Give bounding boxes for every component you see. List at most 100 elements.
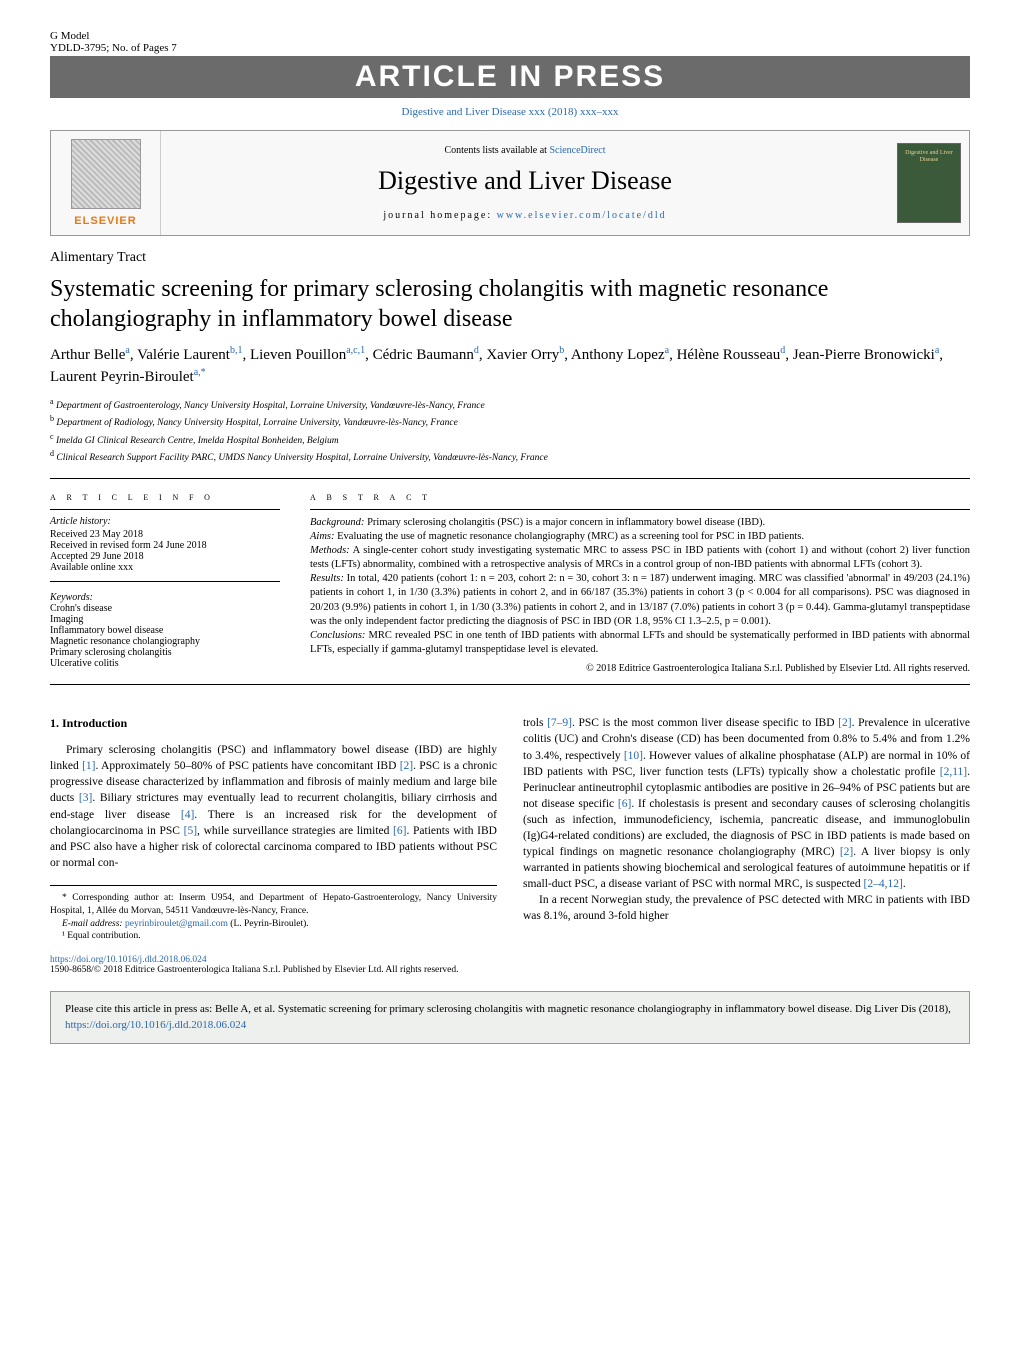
affiliation-line: c Imelda GI Clinical Research Centre, Im… bbox=[50, 431, 970, 448]
abstract-background: Background: Primary sclerosing cholangit… bbox=[310, 516, 970, 530]
abstract-divider bbox=[310, 509, 970, 510]
affiliations-list: a Department of Gastroenterology, Nancy … bbox=[50, 396, 970, 466]
sciencedirect-link[interactable]: ScienceDirect bbox=[549, 145, 605, 156]
aims-text: Evaluating the use of magnetic resonance… bbox=[335, 531, 804, 542]
intro-paragraph: Primary sclerosing cholangitis (PSC) and… bbox=[50, 742, 497, 871]
abstract-aims: Aims: Evaluating the use of magnetic res… bbox=[310, 530, 970, 544]
equal-contribution-note: ¹ Equal contribution. bbox=[50, 930, 497, 943]
elsevier-wordmark: ELSEVIER bbox=[74, 215, 136, 227]
ref-link[interactable]: [5] bbox=[184, 825, 197, 837]
results-label: Results: bbox=[310, 573, 344, 584]
abstract-header: A B S T R A C T bbox=[310, 491, 970, 503]
ref-link[interactable]: [6] bbox=[618, 798, 631, 810]
email-line: E-mail address: peyrinbiroulet@gmail.com… bbox=[50, 918, 497, 931]
homepage-label: journal homepage: bbox=[383, 210, 496, 221]
ref-link[interactable]: [2] bbox=[840, 846, 853, 858]
ref-link[interactable]: [2,11] bbox=[940, 766, 967, 778]
doi-link[interactable]: https://doi.org/10.1016/j.dld.2018.06.02… bbox=[50, 955, 207, 965]
affiliation-line: a Department of Gastroenterology, Nancy … bbox=[50, 396, 970, 413]
cover-text: Digestive and Liver Disease bbox=[898, 150, 960, 164]
running-citation: Digestive and Liver Disease xxx (2018) x… bbox=[50, 106, 970, 118]
cite-doi-link[interactable]: https://doi.org/10.1016/j.dld.2018.06.02… bbox=[65, 1019, 246, 1031]
journal-cover-block: Digestive and Liver Disease bbox=[889, 131, 969, 235]
affiliation-line: d Clinical Research Support Facility PAR… bbox=[50, 448, 970, 465]
body-col-left: 1. Introduction Primary sclerosing chola… bbox=[50, 715, 497, 943]
ref-link[interactable]: [2] bbox=[400, 760, 413, 772]
elsevier-tree-icon bbox=[71, 139, 141, 209]
article-section-label: Alimentary Tract bbox=[50, 250, 970, 266]
methods-text: A single-center cohort study investigati… bbox=[310, 545, 970, 570]
authors-list: Arthur Bellea, Valérie Laurentb,1, Lieve… bbox=[50, 344, 970, 388]
info-divider bbox=[50, 581, 280, 582]
ref-link[interactable]: [2] bbox=[838, 717, 851, 729]
info-divider bbox=[50, 509, 280, 510]
email-label: E-mail address: bbox=[62, 919, 125, 929]
abstract-copyright: © 2018 Editrice Gastroenterologica Itali… bbox=[310, 663, 970, 674]
methods-label: Methods: bbox=[310, 545, 350, 556]
issn-copyright-line: 1590-8658/© 2018 Editrice Gastroenterolo… bbox=[50, 965, 970, 975]
journal-cover-thumb: Digestive and Liver Disease bbox=[897, 143, 961, 223]
footnotes-block: * Corresponding author at: Inserm U954, … bbox=[50, 885, 497, 943]
ref-link[interactable]: [1] bbox=[82, 760, 95, 772]
ref-link[interactable]: [10] bbox=[624, 750, 643, 762]
history-line: Received 23 May 2018 bbox=[50, 529, 280, 540]
body-columns: 1. Introduction Primary sclerosing chola… bbox=[50, 715, 970, 943]
please-cite-box: Please cite this article in press as: Be… bbox=[50, 991, 970, 1044]
intro-heading: 1. Introduction bbox=[50, 715, 497, 732]
journal-center: Contents lists available at ScienceDirec… bbox=[161, 131, 889, 235]
keywords-block: Keywords: Crohn's diseaseImagingInflamma… bbox=[50, 592, 280, 669]
background-text: Primary sclerosing cholangitis (PSC) is … bbox=[364, 517, 765, 528]
ref-link[interactable]: [7–9] bbox=[547, 717, 572, 729]
aims-label: Aims: bbox=[310, 531, 335, 542]
journal-name: Digestive and Liver Disease bbox=[378, 166, 672, 196]
conclusions-label: Conclusions: bbox=[310, 630, 365, 641]
intro-paragraph-2: In a recent Norwegian study, the prevale… bbox=[523, 892, 970, 924]
keywords-label: Keywords: bbox=[50, 592, 280, 603]
article-in-press-banner: ARTICLE IN PRESS bbox=[50, 56, 970, 98]
keyword-item: Magnetic resonance cholangiography bbox=[50, 636, 280, 647]
keyword-item: Primary sclerosing cholangitis bbox=[50, 647, 280, 658]
ref-link[interactable]: [3] bbox=[79, 792, 92, 804]
article-title: Systematic screening for primary scleros… bbox=[50, 274, 970, 334]
results-text: In total, 420 patients (cohort 1: n = 20… bbox=[310, 573, 970, 627]
keyword-item: Ulcerative colitis bbox=[50, 658, 280, 669]
abstract-methods: Methods: A single-center cohort study in… bbox=[310, 544, 970, 572]
ref-link[interactable]: [4] bbox=[181, 809, 194, 821]
keywords-list: Crohn's diseaseImagingInflammatory bowel… bbox=[50, 603, 280, 669]
email-link[interactable]: peyrinbiroulet@gmail.com bbox=[125, 919, 228, 929]
model-code: YDLD-3795; No. of Pages 7 bbox=[50, 42, 177, 54]
divider bbox=[50, 478, 970, 479]
history-lines: Received 23 May 2018Received in revised … bbox=[50, 529, 280, 573]
elsevier-logo-block: ELSEVIER bbox=[51, 131, 161, 235]
affiliation-line: b Department of Radiology, Nancy Univers… bbox=[50, 413, 970, 430]
intro-paragraph-cont: trols [7–9]. PSC is the most common live… bbox=[523, 715, 970, 892]
homepage-line: journal homepage: www.elsevier.com/locat… bbox=[383, 210, 666, 221]
abstract-results: Results: In total, 420 patients (cohort … bbox=[310, 572, 970, 629]
keyword-item: Inflammatory bowel disease bbox=[50, 625, 280, 636]
journal-header-box: ELSEVIER Contents lists available at Sci… bbox=[50, 130, 970, 236]
background-label: Background: bbox=[310, 517, 364, 528]
history-line: Available online xxx bbox=[50, 562, 280, 573]
keyword-item: Crohn's disease bbox=[50, 603, 280, 614]
history-line: Accepted 29 June 2018 bbox=[50, 551, 280, 562]
email-name: (L. Peyrin-Biroulet). bbox=[228, 919, 309, 929]
contents-prefix: Contents lists available at bbox=[444, 145, 549, 156]
conclusions-text: MRC revealed PSC in one tenth of IBD pat… bbox=[310, 630, 970, 655]
g-model-header: G Model YDLD-3795; No. of Pages 7 bbox=[50, 30, 970, 54]
keyword-item: Imaging bbox=[50, 614, 280, 625]
ref-link[interactable]: [6] bbox=[393, 825, 406, 837]
article-info-header: A R T I C L E I N F O bbox=[50, 491, 280, 503]
divider bbox=[50, 684, 970, 685]
abstract-conclusions: Conclusions: MRC revealed PSC in one ten… bbox=[310, 629, 970, 657]
cite-text: Please cite this article in press as: Be… bbox=[65, 1003, 951, 1015]
doi-block: https://doi.org/10.1016/j.dld.2018.06.02… bbox=[50, 955, 970, 975]
body-col-right: trols [7–9]. PSC is the most common live… bbox=[523, 715, 970, 943]
citation-text[interactable]: Digestive and Liver Disease xxx (2018) x… bbox=[402, 106, 619, 118]
homepage-url-link[interactable]: www.elsevier.com/locate/dld bbox=[497, 210, 667, 221]
abstract-block: A B S T R A C T Background: Primary scle… bbox=[310, 491, 970, 675]
ref-link[interactable]: [2–4,12] bbox=[864, 878, 903, 890]
g-model-label: G Model bbox=[50, 30, 177, 42]
contents-available-line: Contents lists available at ScienceDirec… bbox=[444, 145, 605, 156]
corresponding-author-note: * Corresponding author at: Inserm U954, … bbox=[50, 892, 497, 918]
history-label: Article history: bbox=[50, 516, 280, 527]
